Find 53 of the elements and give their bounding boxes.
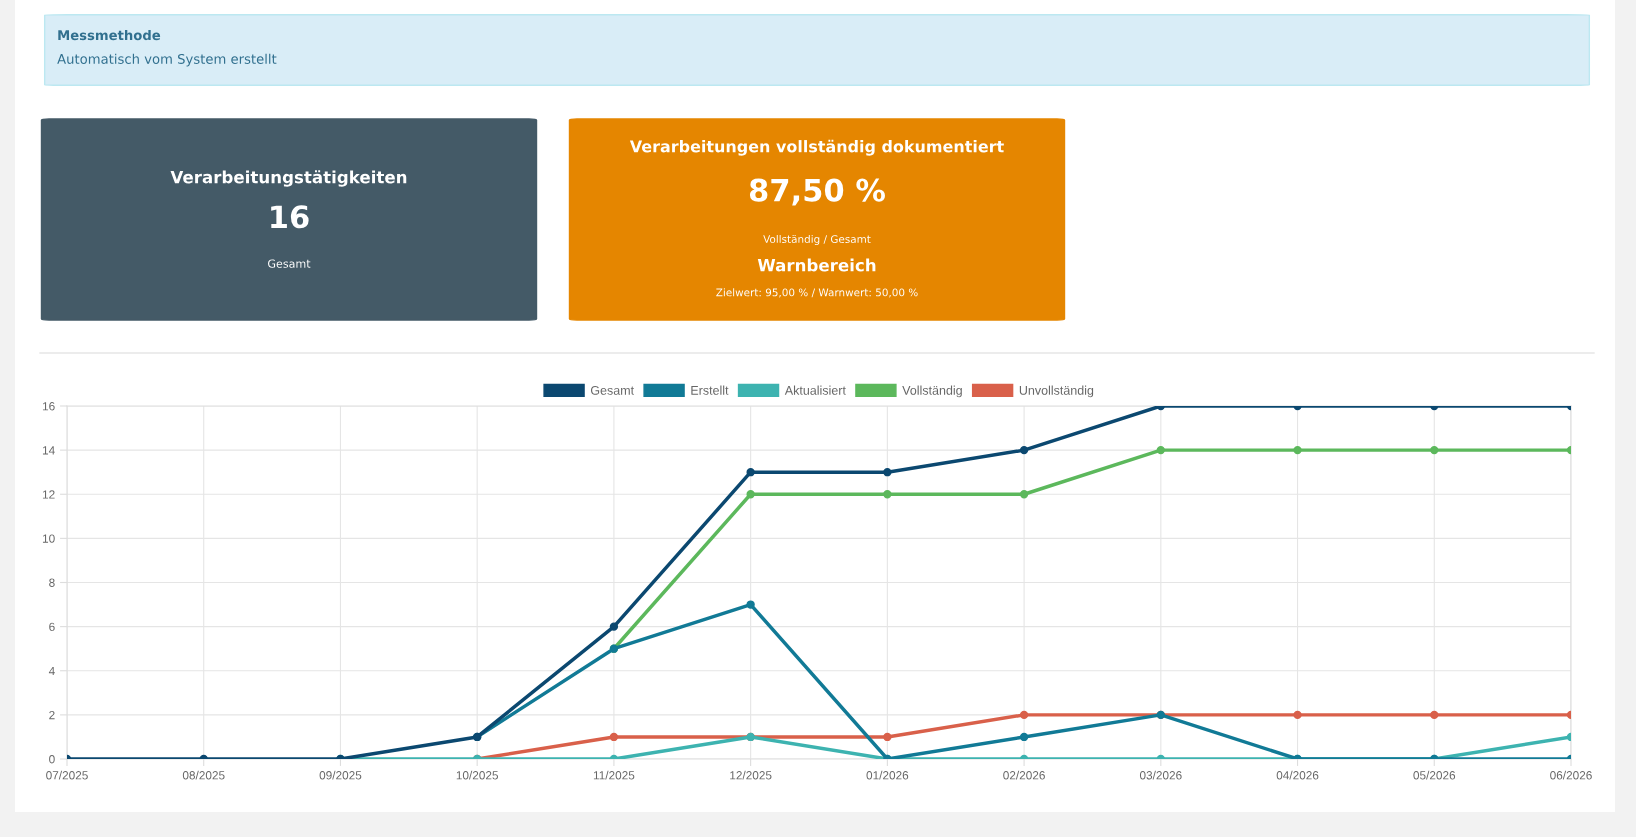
x-tick-label: 07/2025 [46, 770, 88, 780]
point [1293, 445, 1302, 455]
x-tick-label: 06/2026 [1550, 770, 1592, 780]
x-tick-label: 01/2026 [866, 770, 909, 780]
x-tick-label: 11/2025 [593, 770, 635, 780]
y-tick-label: 12 [42, 490, 55, 499]
point [1019, 710, 1029, 720]
point [883, 468, 892, 477]
point [746, 600, 755, 609]
x-tick-label: 03/2026 [1139, 770, 1182, 780]
point [1019, 490, 1029, 499]
x-tick-label: 12/2025 [730, 770, 772, 780]
point [883, 732, 892, 742]
y-tick-label: 16 [42, 402, 55, 411]
y-tick-label: 10 [42, 534, 55, 543]
point [883, 490, 892, 499]
text: Warnbereich [757, 258, 876, 272]
y-tick-label: 8 [49, 578, 55, 587]
point [609, 732, 619, 742]
legend-label: Vollständig [902, 385, 962, 398]
point [746, 490, 755, 499]
y-tick-label: 14 [42, 446, 55, 455]
x-tick-label: 09/2025 [319, 770, 362, 780]
y-tick-label: 4 [48, 666, 55, 676]
point [609, 622, 619, 631]
text: 16 [271, 205, 309, 229]
point [1019, 445, 1029, 455]
text: Gesamt [268, 259, 311, 268]
point [1293, 710, 1302, 720]
y-tick-label: 2 [49, 710, 55, 720]
point [1156, 445, 1165, 455]
text: Vollständig / Gesamt [763, 234, 871, 246]
point [746, 468, 755, 477]
text: Zielwert: 95,00 % / Warnwert: 50,00 % [716, 288, 918, 298]
text: 87,50 % [749, 178, 885, 206]
x-tick-label: 10/2025 [456, 770, 499, 780]
text: Verarbeitungstätigkeiten [170, 170, 407, 187]
legend-label: Gesamt [590, 385, 634, 395]
x-tick-label: 02/2026 [1003, 770, 1045, 780]
point [1430, 445, 1439, 455]
point [1430, 710, 1439, 720]
y-tick-label: 6 [49, 622, 55, 632]
legend-label: Aktualisiert [784, 385, 846, 395]
text: Messmethode [58, 29, 161, 41]
x-tick-label: 05/2026 [1413, 770, 1456, 780]
x-tick-label: 04/2026 [1276, 770, 1319, 780]
point [1019, 732, 1029, 742]
legend-label: Unvollständig [1019, 385, 1094, 398]
text: Verarbeitungen vollständig dokumentiert [629, 139, 1004, 156]
x-tick-label: 08/2025 [182, 770, 225, 780]
y-tick-label: 0 [49, 755, 55, 764]
legend-label: Erstellt [691, 385, 729, 395]
text: Automatisch vom System erstellt [57, 53, 277, 67]
